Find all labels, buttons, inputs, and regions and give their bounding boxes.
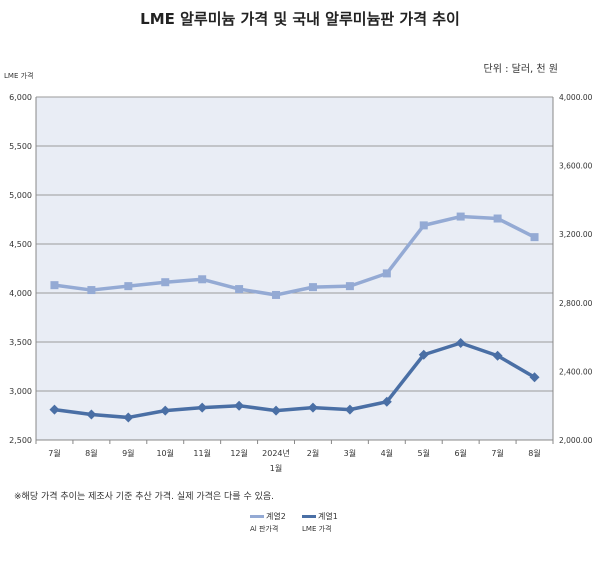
legend-item-series1: 계열1 LME 가격 (302, 511, 338, 533)
data-point (456, 212, 465, 221)
x-tick-label: 7월 (48, 448, 60, 458)
x-tick-label: 7월 (491, 448, 503, 458)
data-point (344, 404, 355, 415)
x-tick-label: 11월 (193, 448, 211, 458)
y2-tick-label: 2,400.00 (559, 367, 593, 376)
data-point (49, 404, 60, 415)
y2-tick-label: 2,000.00 (559, 436, 593, 445)
data-point (418, 349, 429, 360)
data-point (272, 290, 281, 299)
legend-sublabel-series2: Al 판가격 (250, 525, 279, 533)
series-line-series1 (54, 341, 536, 420)
unit-note: 단위 : 달러, 천 원 (483, 64, 558, 75)
x-tick-label: 8월 (85, 448, 97, 458)
legend-label-series2: 계열2 (266, 512, 286, 521)
x-tick-label: 12월 (230, 448, 248, 458)
y-tick-label: 4,000 (9, 289, 32, 298)
data-point (307, 402, 318, 413)
legend-swatch-series2 (250, 515, 264, 518)
legend-item-series2: 계열2 Al 판가격 (250, 511, 286, 533)
data-point (493, 214, 502, 223)
data-point (197, 402, 208, 413)
chart-title: LME 알루미늄 가격 및 국내 알루미늄판 가격 추이 (140, 10, 460, 28)
data-point (382, 269, 391, 278)
data-point (308, 283, 317, 292)
series-line-series2 (54, 214, 536, 297)
data-point (87, 286, 96, 295)
x-tick-label: 2024년 1월 (262, 448, 290, 473)
y-tick-label: 2,500 (9, 436, 32, 445)
legend-swatch-series1 (302, 515, 316, 518)
x-tick-label: 3월 (344, 448, 356, 458)
y-tick-label: 5,500 (9, 142, 32, 151)
data-point (381, 396, 392, 407)
y-tick-label: 6,000 (9, 93, 32, 102)
data-point (50, 281, 59, 290)
data-point (455, 337, 466, 348)
y-tick-label: 3,000 (9, 387, 32, 396)
y-tick-label: 4,500 (9, 240, 32, 249)
y2-tick-label: 4,000.00 (559, 93, 593, 102)
legend-label-series1: 계열1 (318, 512, 338, 521)
footnote: ※해당 가격 추이는 제조사 기준 추산 가격. 실제 가격은 다를 수 있음. (14, 492, 275, 502)
x-tick-label: 5월 (418, 448, 430, 458)
x-tick-label: 8월 (528, 448, 540, 458)
y2-tick-label: 3,200.00 (559, 230, 593, 239)
legend-sublabel-series1: LME 가격 (302, 525, 332, 533)
x-tick-label: 6월 (454, 448, 466, 458)
data-point (123, 412, 134, 423)
plot-area (36, 97, 553, 440)
data-point (160, 405, 171, 416)
data-point (124, 282, 133, 291)
data-point (234, 400, 245, 411)
data-point (161, 278, 170, 287)
x-tick-label: 9월 (122, 448, 134, 458)
left-axis-label: LME 가격 (4, 72, 34, 80)
x-tick-label: 10월 (156, 448, 174, 458)
y2-tick-label: 2,800.00 (559, 299, 593, 308)
data-point (529, 372, 540, 383)
data-point (492, 350, 503, 361)
y2-tick-label: 3,600.00 (559, 162, 593, 171)
y-tick-label: 5,000 (9, 191, 32, 200)
y-tick-label: 3,500 (9, 338, 32, 347)
data-point (419, 221, 428, 230)
data-point (235, 285, 244, 294)
data-point (271, 405, 282, 416)
data-point (345, 282, 354, 291)
x-tick-label: 2월 (307, 448, 319, 458)
data-point (530, 233, 539, 242)
data-point (198, 275, 207, 284)
data-point (86, 409, 97, 420)
x-tick-label: 4월 (381, 448, 393, 458)
